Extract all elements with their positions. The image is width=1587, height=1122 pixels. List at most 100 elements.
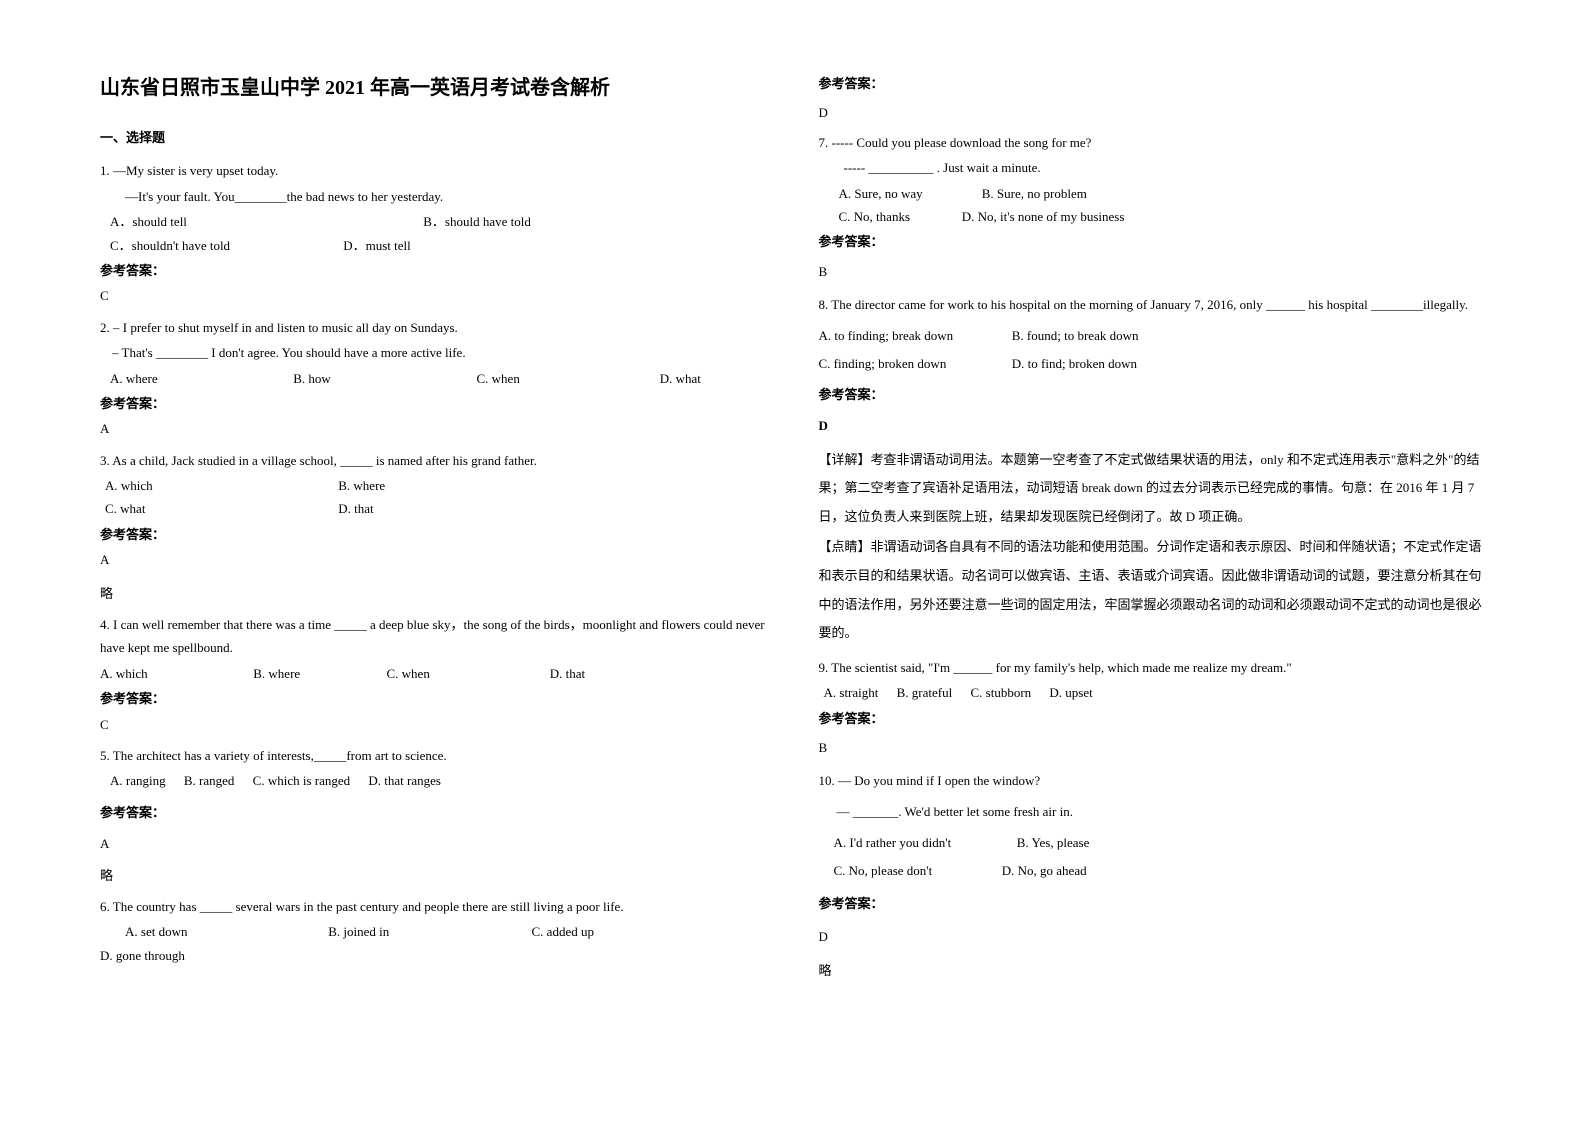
option-d: D. No, go ahead <box>1002 857 1087 886</box>
answer-value: D <box>819 101 1488 124</box>
option-d: D. that ranges <box>368 769 441 792</box>
note: 略 <box>819 959 1488 982</box>
option-d: D. No, it's none of my business <box>962 205 1125 228</box>
answer-label: 参考答案： <box>819 707 1488 730</box>
answer-value: C <box>100 284 769 307</box>
question-text: 10. — Do you mind if I open the window? <box>819 767 1488 796</box>
document-title: 山东省日照市玉皇山中学 2021 年高一英语月考试卷含解析 <box>100 70 769 106</box>
option-b: B. grateful <box>897 681 953 704</box>
option-c: C. what <box>105 497 305 520</box>
question-text: 9. The scientist said, "I'm ______ for m… <box>819 656 1488 679</box>
right-column: 参考答案： D 7. ----- Could you please downlo… <box>819 70 1488 1052</box>
option-a: A. where <box>110 367 260 390</box>
option-c: C. which is ranged <box>253 769 350 792</box>
question-text: 7. ----- Could you please download the s… <box>819 131 1488 154</box>
option-d: D．must tell <box>343 234 411 257</box>
question-4: 4. I can well remember that there was a … <box>100 613 769 736</box>
answer-label: 参考答案： <box>819 892 1488 915</box>
answer-label: 参考答案： <box>100 523 769 546</box>
option-a: A. Sure, no way <box>839 182 969 205</box>
question-9: 9. The scientist said, "I'm ______ for m… <box>819 656 1488 760</box>
question-text: ----- __________ . Just wait a minute. <box>844 156 1488 179</box>
answer-value: D <box>819 925 1488 948</box>
option-b: B. Yes, please <box>1017 829 1090 858</box>
option-b: B. ranged <box>184 769 235 792</box>
option-a: A. set down <box>125 920 295 943</box>
options-row: A. set down B. joined in C. added up D. … <box>100 920 769 967</box>
question-text: 5. The architect has a variety of intere… <box>100 744 769 767</box>
question-text: – That's ________ I don't agree. You sho… <box>112 341 769 364</box>
options-row: C. finding; broken down D. to find; brok… <box>819 350 1488 379</box>
answer-label: 参考答案： <box>100 801 769 824</box>
answer-label: 参考答案： <box>819 72 1488 95</box>
explanation: 【详解】考查非谓语动词用法。本题第一空考查了不定式做结果状语的用法，only 和… <box>819 446 1488 532</box>
option-b: B. where <box>338 474 385 497</box>
question-text: 6. The country has _____ several wars in… <box>100 895 769 918</box>
option-d: D. to find; broken down <box>1012 350 1137 379</box>
option-c: C. when <box>387 662 517 685</box>
answer-label: 参考答案： <box>100 392 769 415</box>
question-text: 1. —My sister is very upset today. <box>100 159 769 182</box>
question-8: 8. The director came for work to his hos… <box>819 291 1488 648</box>
answer-label: 参考答案： <box>100 687 769 710</box>
question-3: 3. As a child, Jack studied in a village… <box>100 449 769 605</box>
options-row: A. to finding; break down B. found; to b… <box>819 322 1488 351</box>
option-a: A. ranging <box>110 769 166 792</box>
option-d: D. that <box>338 497 373 520</box>
answer-value: A <box>100 417 769 440</box>
question-text: 3. As a child, Jack studied in a village… <box>100 449 769 472</box>
option-a: A. to finding; break down <box>819 322 999 351</box>
question-2: 2. – I prefer to shut myself in and list… <box>100 316 769 441</box>
question-5: 5. The architect has a variety of intere… <box>100 744 769 887</box>
option-c: C．shouldn't have told <box>110 234 310 257</box>
option-c: C. No, thanks <box>839 205 949 228</box>
options-row: A. where B. how C. when D. what <box>100 367 769 390</box>
option-d: D. that <box>550 662 585 685</box>
question-text: —It's your fault. You________the bad new… <box>125 185 769 208</box>
options-row: A．should tell B．should have told <box>110 210 769 233</box>
option-a: A. straight <box>824 681 879 704</box>
answer-label: 参考答案： <box>100 259 769 282</box>
option-c: C. stubborn <box>970 681 1031 704</box>
left-column: 山东省日照市玉皇山中学 2021 年高一英语月考试卷含解析 一、选择题 1. —… <box>100 70 769 1052</box>
question-7: 7. ----- Could you please download the s… <box>819 131 1488 283</box>
answer-label: 参考答案： <box>819 383 1488 406</box>
option-a: A．should tell <box>110 210 390 233</box>
options-row: C. No, please don't D. No, go ahead <box>834 857 1488 886</box>
option-d: D. upset <box>1049 681 1092 704</box>
options-row: A. I'd rather you didn't B. Yes, please <box>834 829 1488 858</box>
option-a: A. which <box>100 662 220 685</box>
question-text: 2. – I prefer to shut myself in and list… <box>100 316 769 339</box>
options-row: A. ranging B. ranged C. which is ranged … <box>110 769 769 792</box>
options-row: A. which B. where <box>100 474 769 497</box>
option-a: A. I'd rather you didn't <box>834 829 1004 858</box>
note: 略 <box>100 582 769 605</box>
answer-value: A <box>100 832 769 855</box>
option-c: C. No, please don't <box>834 857 989 886</box>
option-b: B. Sure, no problem <box>982 182 1087 205</box>
options-row: A. straight B. grateful C. stubborn D. u… <box>824 681 1488 704</box>
options-row: A. Sure, no way B. Sure, no problem <box>839 182 1488 205</box>
option-d: D. gone through <box>100 944 185 967</box>
answer-value: C <box>100 713 769 736</box>
option-b: B. where <box>253 662 353 685</box>
option-c: C. added up <box>532 920 652 943</box>
option-b: B．should have told <box>423 210 531 233</box>
question-text: 8. The director came for work to his hos… <box>819 291 1488 320</box>
answer-value: B <box>819 260 1488 283</box>
option-c: C. finding; broken down <box>819 350 999 379</box>
options-row: A. which B. where C. when D. that <box>100 662 769 685</box>
answer-label: 参考答案： <box>819 230 1488 253</box>
options-row: C. No, thanks D. No, it's none of my bus… <box>839 205 1488 228</box>
question-6: 6. The country has _____ several wars in… <box>100 895 769 967</box>
option-a: A. which <box>105 474 305 497</box>
question-text: — _______. We'd better let some fresh ai… <box>837 798 1488 827</box>
question-text: 4. I can well remember that there was a … <box>100 613 769 660</box>
question-1: 1. —My sister is very upset today. —It's… <box>100 159 769 307</box>
option-b: B. how <box>293 367 443 390</box>
answer-value: B <box>819 736 1488 759</box>
note: 略 <box>100 864 769 887</box>
option-d: D. what <box>660 367 701 390</box>
question-10: 10. — Do you mind if I open the window? … <box>819 767 1488 982</box>
options-row: C．shouldn't have told D．must tell <box>110 234 769 257</box>
